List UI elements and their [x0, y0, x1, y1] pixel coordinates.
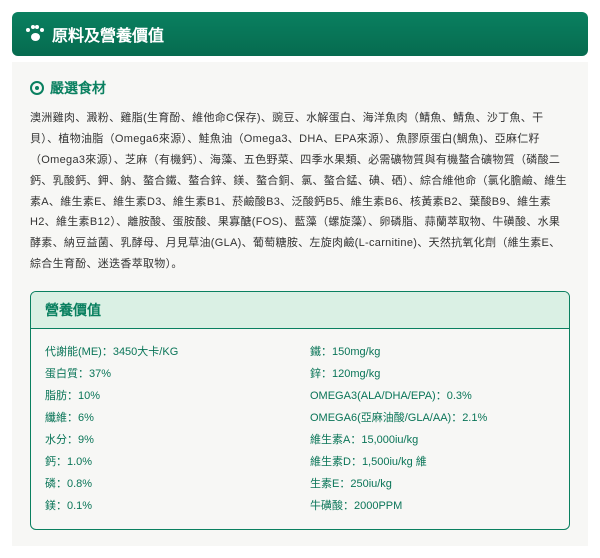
header-title: 原料及營養價值: [52, 22, 164, 46]
main-header: 原料及營養價值: [12, 12, 588, 56]
nutrition-row: OMEGA3(ALA/DHA/EPA)：0.3%: [310, 385, 555, 407]
nutrition-row: 生素E：250iu/kg: [310, 473, 555, 495]
content-area: 嚴選食材 澳洲雞肉、澱粉、雞脂(生育酚、維他命C保存)、豌豆、水解蛋白、海洋魚肉…: [12, 62, 588, 546]
nutrition-row: 蛋白質：37%: [45, 363, 290, 385]
ingredients-heading-text: 嚴選食材: [50, 78, 106, 98]
nutrition-heading: 營養價值: [31, 292, 569, 329]
nutrition-col-right: 鐵：150mg/kg鋅：120mg/kgOMEGA3(ALA/DHA/EPA)：…: [310, 341, 555, 517]
nutrition-row: OMEGA6(亞麻油酸/GLA/AA)：2.1%: [310, 407, 555, 429]
nutrition-box: 營養價值 代謝能(ME)：3450大卡/KG蛋白質：37%脂肪：10%纖維：6%…: [30, 291, 570, 530]
nutrition-row: 牛磺酸：2000PPM: [310, 495, 555, 517]
nutrition-row: 磷：0.8%: [45, 473, 290, 495]
nutrition-row: 水分：9%: [45, 429, 290, 451]
ingredients-heading: 嚴選食材: [30, 78, 570, 98]
bullet-icon: [30, 81, 44, 95]
nutrition-row: 鎂：0.1%: [45, 495, 290, 517]
nutrition-row: 維生素D：1,500iu/kg 維: [310, 451, 555, 473]
nutrition-row: 纖維：6%: [45, 407, 290, 429]
nutrition-col-left: 代謝能(ME)：3450大卡/KG蛋白質：37%脂肪：10%纖維：6%水分：9%…: [45, 341, 290, 517]
nutrition-row: 鋅：120mg/kg: [310, 363, 555, 385]
nutrition-row: 脂肪：10%: [45, 385, 290, 407]
nutrition-row: 鈣：1.0%: [45, 451, 290, 473]
nutrition-row: 代謝能(ME)：3450大卡/KG: [45, 341, 290, 363]
nutrition-row: 鐵：150mg/kg: [310, 341, 555, 363]
nutrition-row: 維生素A：15,000iu/kg: [310, 429, 555, 451]
paw-icon: [26, 25, 44, 43]
page-container: 原料及營養價值 嚴選食材 澳洲雞肉、澱粉、雞脂(生育酚、維他命C保存)、豌豆、水…: [0, 0, 600, 558]
nutrition-body: 代謝能(ME)：3450大卡/KG蛋白質：37%脂肪：10%纖維：6%水分：9%…: [31, 329, 569, 529]
ingredients-text: 澳洲雞肉、澱粉、雞脂(生育酚、維他命C保存)、豌豆、水解蛋白、海洋魚肉（鯖魚、鯖…: [30, 108, 570, 275]
